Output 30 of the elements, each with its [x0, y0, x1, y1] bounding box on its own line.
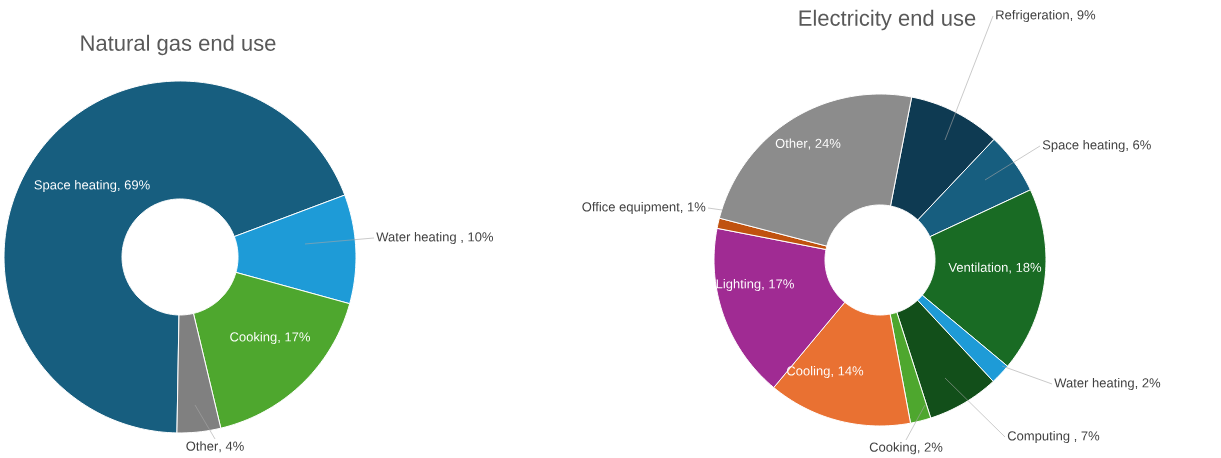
- slice-label: Refrigeration: [996, 9, 1069, 23]
- chart-title: Natural gas end use: [81, 34, 276, 56]
- data-label: , 17%: [762, 279, 794, 290]
- data-label: , 24%: [808, 138, 841, 150]
- slice-label: Water heating: [1054, 377, 1134, 391]
- slice-label: Cooling: [787, 365, 830, 379]
- slice-label: Water heating: [376, 231, 456, 245]
- data-label: , 69%: [118, 180, 150, 191]
- slice-label: Lighting: [716, 278, 761, 292]
- data-label: , 9%: [1070, 10, 1096, 22]
- chart-title: Electricity end use: [799, 9, 976, 31]
- data-label: , 2%: [918, 442, 943, 454]
- slice-label: Cooking: [869, 442, 916, 455]
- slice-label: Office equipment: [582, 201, 680, 215]
- slice-label: Computing: [1007, 430, 1070, 444]
- data-label: , 7%: [1074, 431, 1100, 442]
- slice-label: Space heating: [1042, 139, 1125, 153]
- data-label: , 17%: [278, 332, 310, 343]
- data-label: , 18%: [1009, 262, 1042, 274]
- data-label: , 4%: [219, 441, 244, 453]
- slice-label: Ventilation: [948, 262, 1008, 272]
- data-label: , 6%: [1126, 140, 1151, 152]
- slice-label: Cooking: [230, 331, 277, 345]
- data-label: , 14%: [831, 366, 864, 377]
- data-label: , 1%: [680, 202, 706, 213]
- data-label: , 2%: [1135, 378, 1161, 389]
- slice-label: Other: [186, 441, 219, 451]
- slice-label: Space heating: [34, 179, 117, 193]
- slice-label: Other: [775, 138, 808, 148]
- data-label: , 10%: [461, 232, 494, 243]
